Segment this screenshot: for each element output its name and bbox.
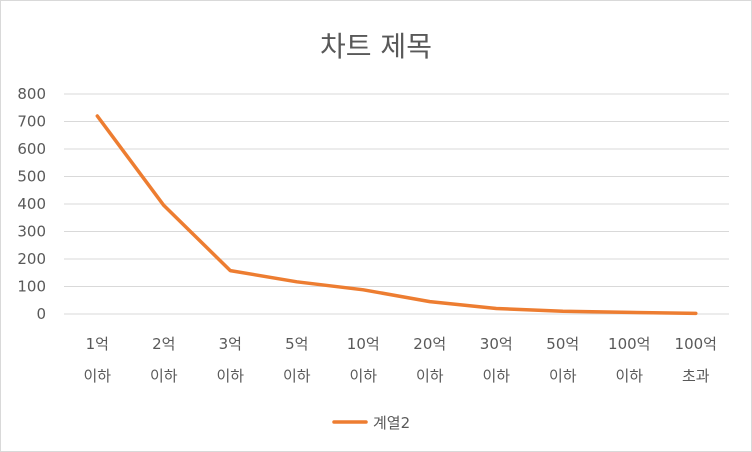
- x-tick-label: 이하: [283, 367, 311, 385]
- y-tick-label: 400: [17, 195, 46, 213]
- x-tick-label: 이하: [549, 367, 577, 385]
- x-tick-label: 30억: [480, 335, 513, 353]
- x-tick-label: 10억: [347, 335, 380, 353]
- chart-title: 차트 제목: [320, 30, 432, 63]
- y-tick-label: 700: [17, 113, 46, 131]
- x-tick-label: 이하: [482, 367, 510, 385]
- legend-label: 계열2: [373, 414, 410, 432]
- x-tick-label: 이하: [349, 367, 377, 385]
- x-tick-label: 이하: [615, 367, 643, 385]
- x-tick-label: 20억: [413, 335, 446, 353]
- series-line: [95, 114, 698, 316]
- x-tick-label: 이하: [83, 367, 111, 385]
- x-tick-label: 이하: [416, 367, 444, 385]
- x-tick-label: 초과: [682, 367, 710, 385]
- x-tick-label: 100억: [675, 335, 717, 353]
- series-lines: [95, 114, 698, 316]
- x-tick-label: 100억: [608, 335, 650, 353]
- x-tick-label: 50억: [546, 335, 579, 353]
- y-tick-label: 100: [17, 278, 46, 296]
- y-tick-label: 600: [17, 140, 46, 158]
- y-tick-label: 500: [17, 168, 46, 186]
- x-tick-label: 이하: [150, 367, 178, 385]
- y-tick-label: 300: [17, 223, 46, 241]
- x-tick-label: 3억: [219, 335, 242, 353]
- y-axis-tick-labels: 0 100 200 300 400 500 600 700 800: [17, 85, 46, 323]
- y-tick-label: 200: [17, 250, 46, 268]
- x-tick-label: 5억: [285, 335, 308, 353]
- gridlines: [64, 93, 729, 315]
- legend: 계열2: [332, 414, 410, 432]
- x-tick-label: 2억: [152, 335, 175, 353]
- y-tick-label: 800: [17, 85, 46, 103]
- y-tick-label: 0: [36, 305, 46, 323]
- x-tick-label: 이하: [216, 367, 244, 385]
- x-tick-label: 1억: [86, 335, 109, 353]
